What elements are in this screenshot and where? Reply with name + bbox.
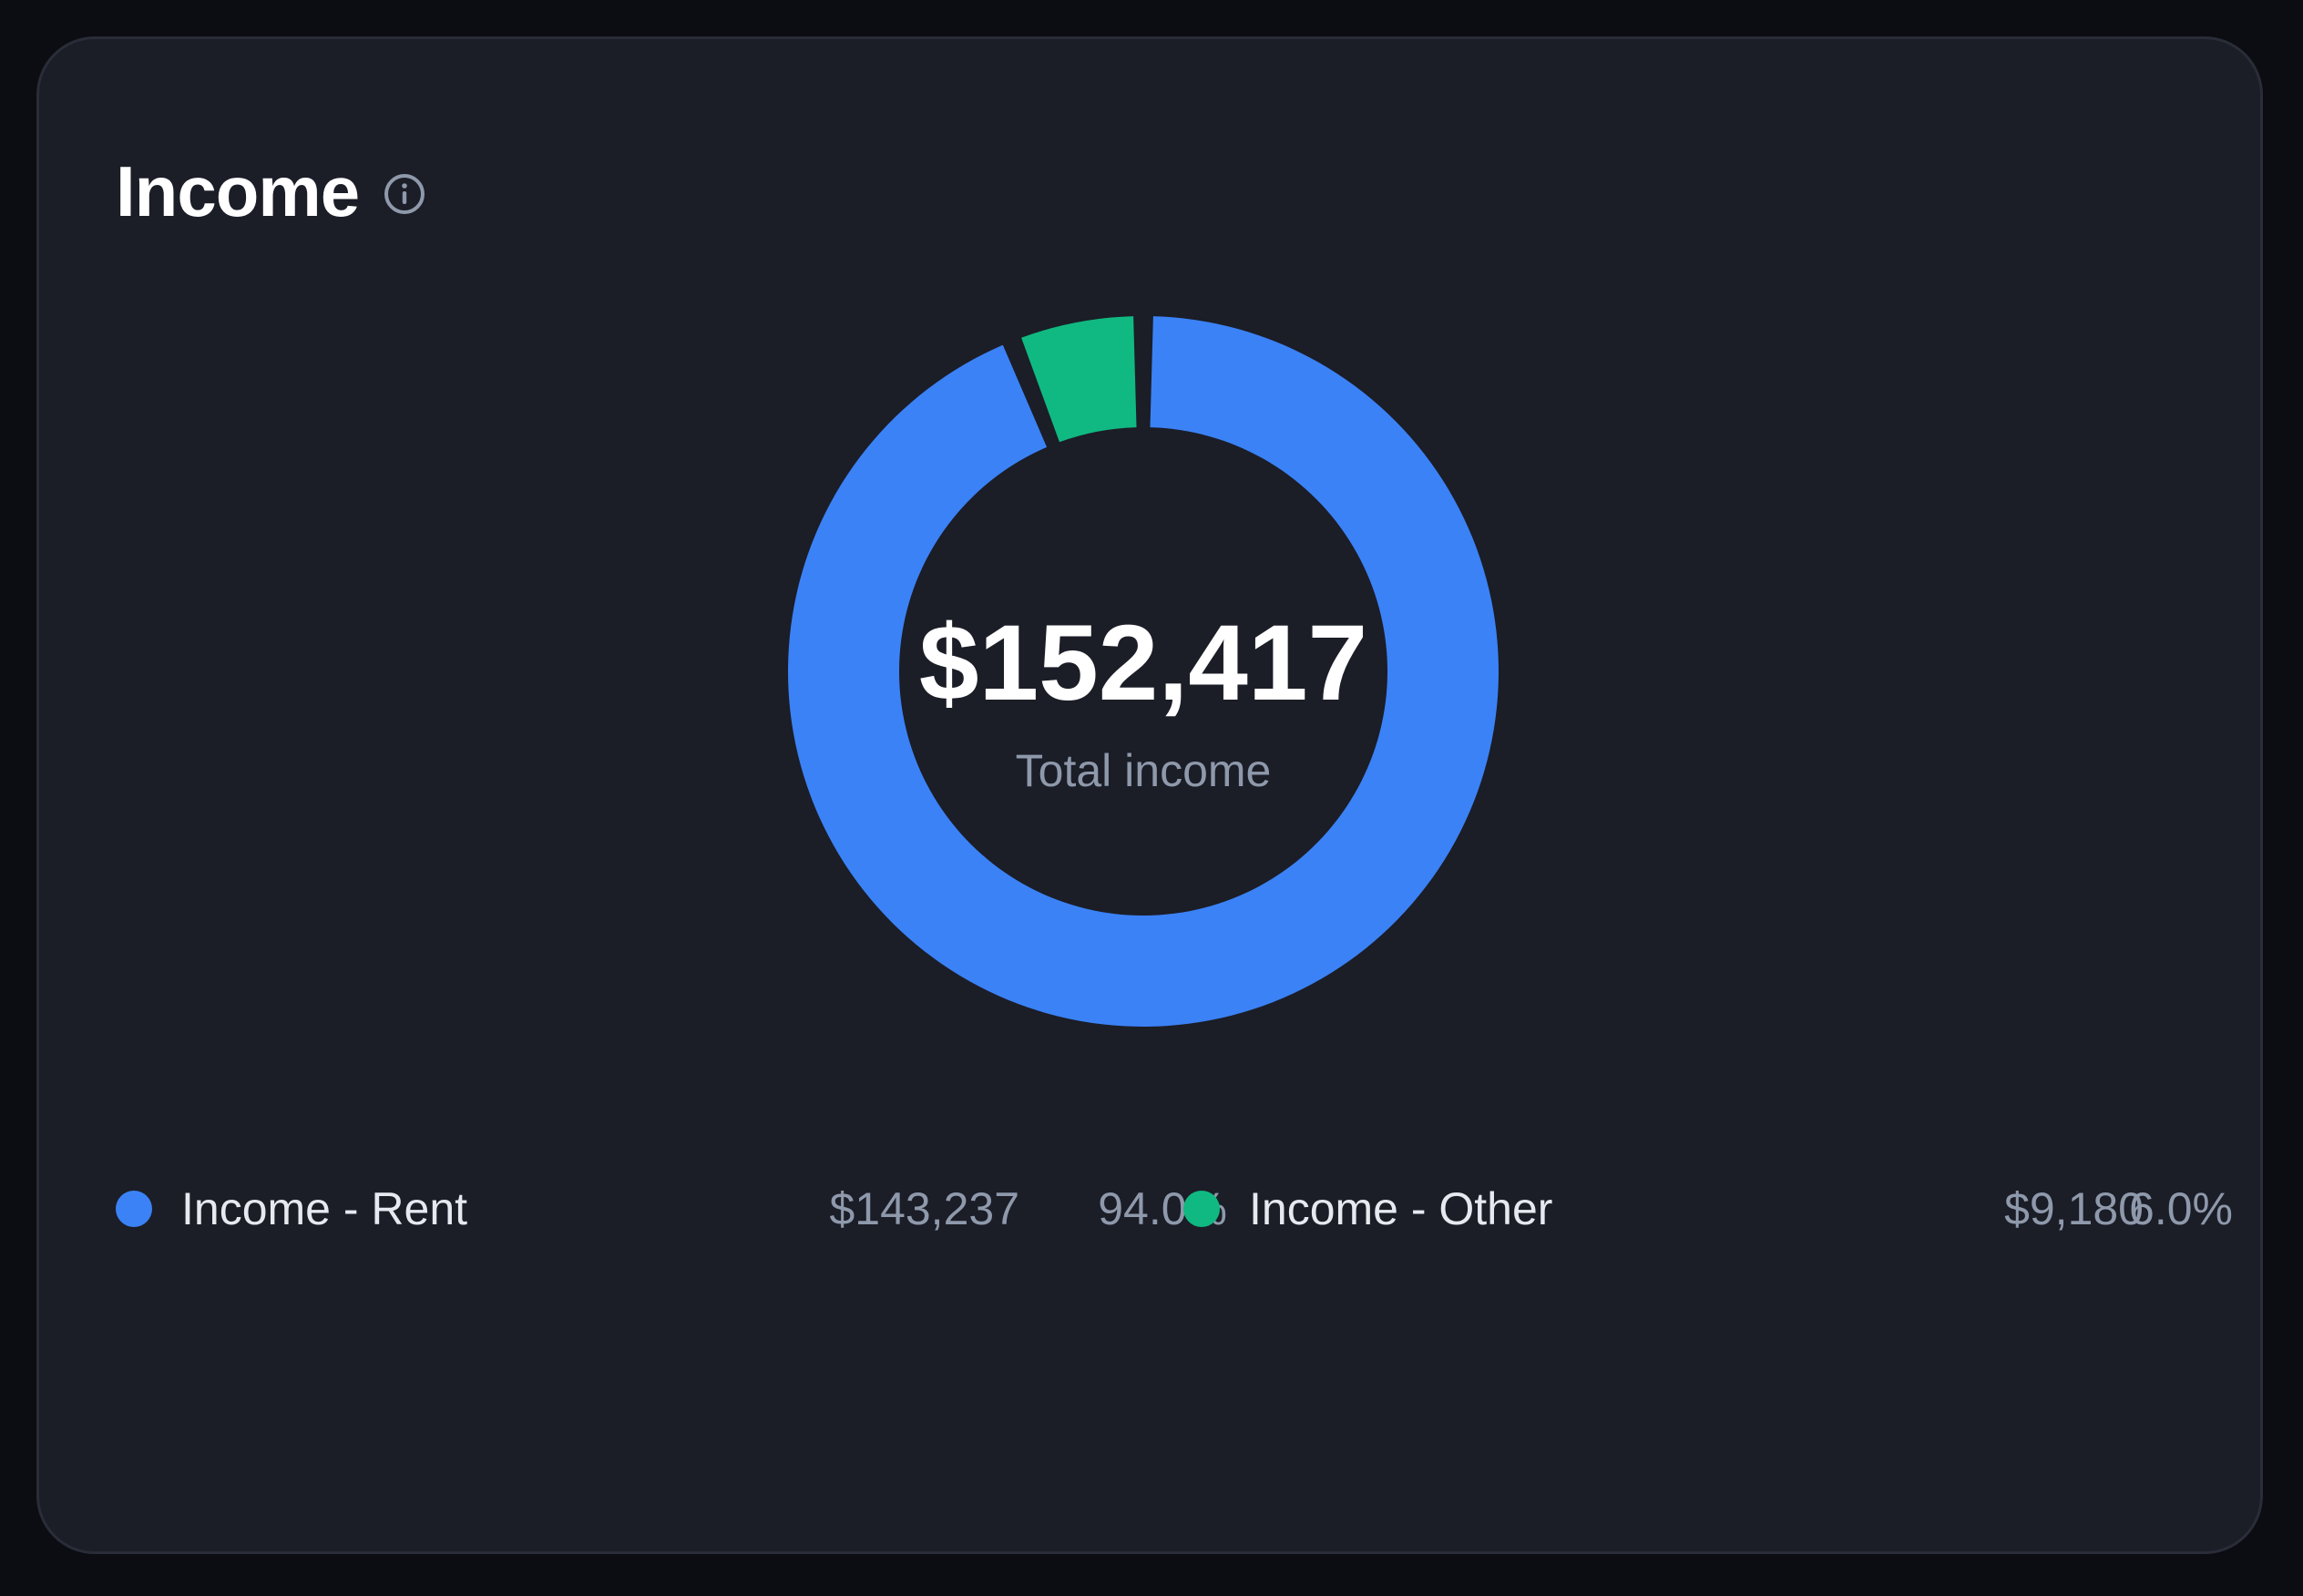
- card-title: Income: [116, 151, 360, 231]
- income-card: Income $152,417 Total income Income - Re…: [36, 36, 2263, 1554]
- legend-label: Income - Rent: [181, 1183, 468, 1234]
- donut-chart: $152,417 Total income: [788, 316, 1499, 1027]
- legend-dot-rent: [116, 1191, 152, 1227]
- total-income-label: Total income: [1015, 745, 1272, 796]
- chart-legend: Income - Rent $143,237 94.0% Income - Ot…: [116, 1182, 2233, 1236]
- legend-label: Income - Other: [1249, 1183, 1553, 1234]
- legend-dot-other: [1183, 1191, 1220, 1227]
- donut-slice-other[interactable]: [1021, 316, 1137, 443]
- legend-percent-other: 6.0%: [2129, 1183, 2233, 1234]
- donut-center: $152,417 Total income: [788, 316, 1499, 1027]
- donut-svg: [788, 316, 1499, 1027]
- total-income-value: $152,417: [918, 603, 1368, 723]
- legend-item-rent[interactable]: Income - Rent: [116, 1182, 467, 1236]
- legend-item-other[interactable]: Income - Other: [1183, 1182, 1552, 1236]
- card-header: Income: [116, 156, 426, 227]
- legend-amount-rent: $143,237: [829, 1183, 1019, 1234]
- legend-amount-other: $9,180: [2004, 1183, 2144, 1234]
- info-circle-icon[interactable]: [383, 172, 426, 216]
- donut-slice-rent[interactable]: [788, 316, 1499, 1027]
